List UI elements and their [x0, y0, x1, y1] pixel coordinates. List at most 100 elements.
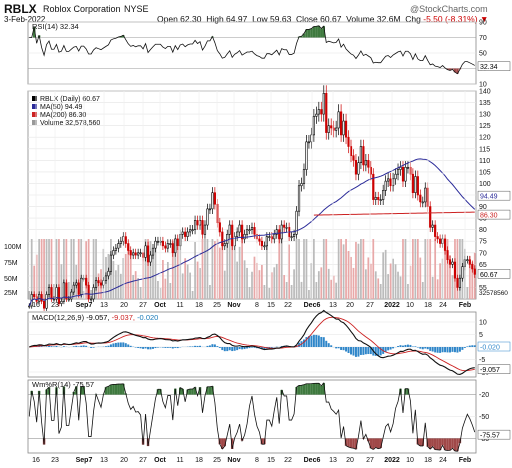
- candle-body: [218, 222, 221, 233]
- volume-bar: [414, 239, 417, 299]
- x-axis-label: 25: [213, 457, 221, 464]
- volume-bar: [58, 239, 60, 299]
- volume-bar: [320, 267, 323, 299]
- volume-bar: [377, 278, 380, 299]
- candle-body: [236, 231, 239, 237]
- volume-bar: [186, 264, 189, 299]
- candle-body: [90, 298, 93, 301]
- volume-axis-label: 25M: [4, 290, 18, 297]
- volume-bar: [459, 239, 461, 299]
- volume-bar: [119, 273, 122, 299]
- candle-body: [372, 173, 375, 200]
- candle-body: [263, 245, 266, 248]
- candle-body: [357, 162, 360, 175]
- volume-bar: [97, 273, 100, 299]
- volume-bar: [152, 249, 154, 299]
- macd-legend-label: MACD(12,26,9): [32, 313, 86, 322]
- volume-bar: [439, 263, 441, 299]
- volume-bar: [67, 282, 70, 299]
- candle-body: [471, 264, 474, 270]
- macd-legend: MACD(12,26,9) -9.057, -9.037, -0.020: [32, 313, 158, 322]
- volume-bar: [399, 276, 402, 299]
- candle-body: [164, 245, 167, 249]
- candle-body: [384, 180, 387, 191]
- candle-body: [55, 287, 58, 300]
- down-arrow-icon: ▼: [479, 14, 489, 24]
- candle-body: [45, 294, 48, 309]
- last-volume-label: 32578560: [479, 290, 508, 297]
- volume-bar: [285, 282, 288, 299]
- candle-body: [38, 294, 41, 302]
- volume-bar: [228, 239, 231, 299]
- candle-body: [340, 111, 343, 136]
- volume-bar: [412, 239, 414, 299]
- candle-body: [275, 229, 278, 235]
- chg-label: Chg: [405, 14, 421, 24]
- volume-bar: [95, 239, 97, 299]
- volume-bar: [288, 244, 290, 299]
- volume-bar: [48, 239, 50, 299]
- x-axis-label: 20: [120, 302, 128, 309]
- candle-body: [295, 210, 298, 235]
- candle-body: [151, 247, 155, 256]
- company-name: Roblox Corporation: [43, 4, 121, 14]
- price-tick-label: 115: [479, 146, 490, 153]
- candle-body: [174, 238, 177, 254]
- candle-body: [28, 305, 31, 308]
- volume-bar: [184, 258, 187, 299]
- volume-bar: [246, 267, 248, 299]
- watermark: @StockCharts.com: [410, 4, 488, 14]
- candle-body: [431, 224, 434, 228]
- ma50-line: [28, 158, 476, 307]
- volume-bar: [159, 288, 162, 299]
- volume-axis-label: 50M: [4, 276, 18, 283]
- volume-label: Volume: [346, 14, 375, 24]
- candle-body: [75, 282, 78, 286]
- macd-hist-tag: -0.020: [480, 345, 500, 352]
- candle-body: [206, 208, 209, 226]
- volume-bar: [231, 239, 234, 299]
- volume-bar: [176, 246, 179, 299]
- candle-body: [260, 240, 263, 247]
- x-axis-label: 20: [346, 302, 354, 309]
- price-tick-label: 120: [479, 135, 491, 142]
- x-axis-label: 23: [51, 302, 59, 309]
- legend-swatch: [32, 96, 37, 101]
- candle-body: [196, 220, 199, 226]
- candle-body: [426, 187, 429, 207]
- price-tick-label: 75: [479, 239, 487, 246]
- candle-body: [87, 284, 90, 300]
- x-axis-label: 2022: [384, 457, 400, 464]
- candle-body: [330, 125, 333, 129]
- volume-bar: [236, 261, 239, 299]
- macd-legend-value: -9.037,: [112, 313, 137, 322]
- volume-bar: [45, 239, 48, 299]
- x-axis-label: 18: [195, 457, 203, 464]
- volume-bar: [322, 239, 325, 299]
- candle-body: [228, 224, 231, 235]
- price-tick-label: 130: [479, 112, 491, 119]
- volume-bar: [352, 267, 355, 299]
- volume-bar: [468, 256, 471, 299]
- candle-body: [283, 224, 286, 228]
- volume-bar: [416, 239, 419, 299]
- high-label: High: [206, 14, 224, 24]
- candle-body: [322, 93, 325, 115]
- volume-bar: [147, 239, 149, 299]
- candle-body: [52, 298, 56, 301]
- volume-bar: [434, 239, 437, 299]
- candle-body: [245, 229, 249, 235]
- candle-body: [171, 243, 174, 254]
- volume-bar: [233, 239, 236, 299]
- candle-body: [387, 178, 390, 182]
- candle-body: [297, 185, 301, 212]
- ohlc-row: Open 62.30 High 64.97 Low 59.63 Close 60…: [157, 14, 488, 24]
- volume-bar: [211, 239, 214, 299]
- candle-body: [203, 224, 207, 235]
- candle-body: [169, 243, 172, 245]
- candle-body: [394, 173, 397, 180]
- macd-tick-label: 5: [479, 332, 483, 339]
- candle-body: [47, 287, 51, 295]
- volume-bar: [382, 252, 385, 299]
- x-axis-label: Oct: [154, 457, 166, 464]
